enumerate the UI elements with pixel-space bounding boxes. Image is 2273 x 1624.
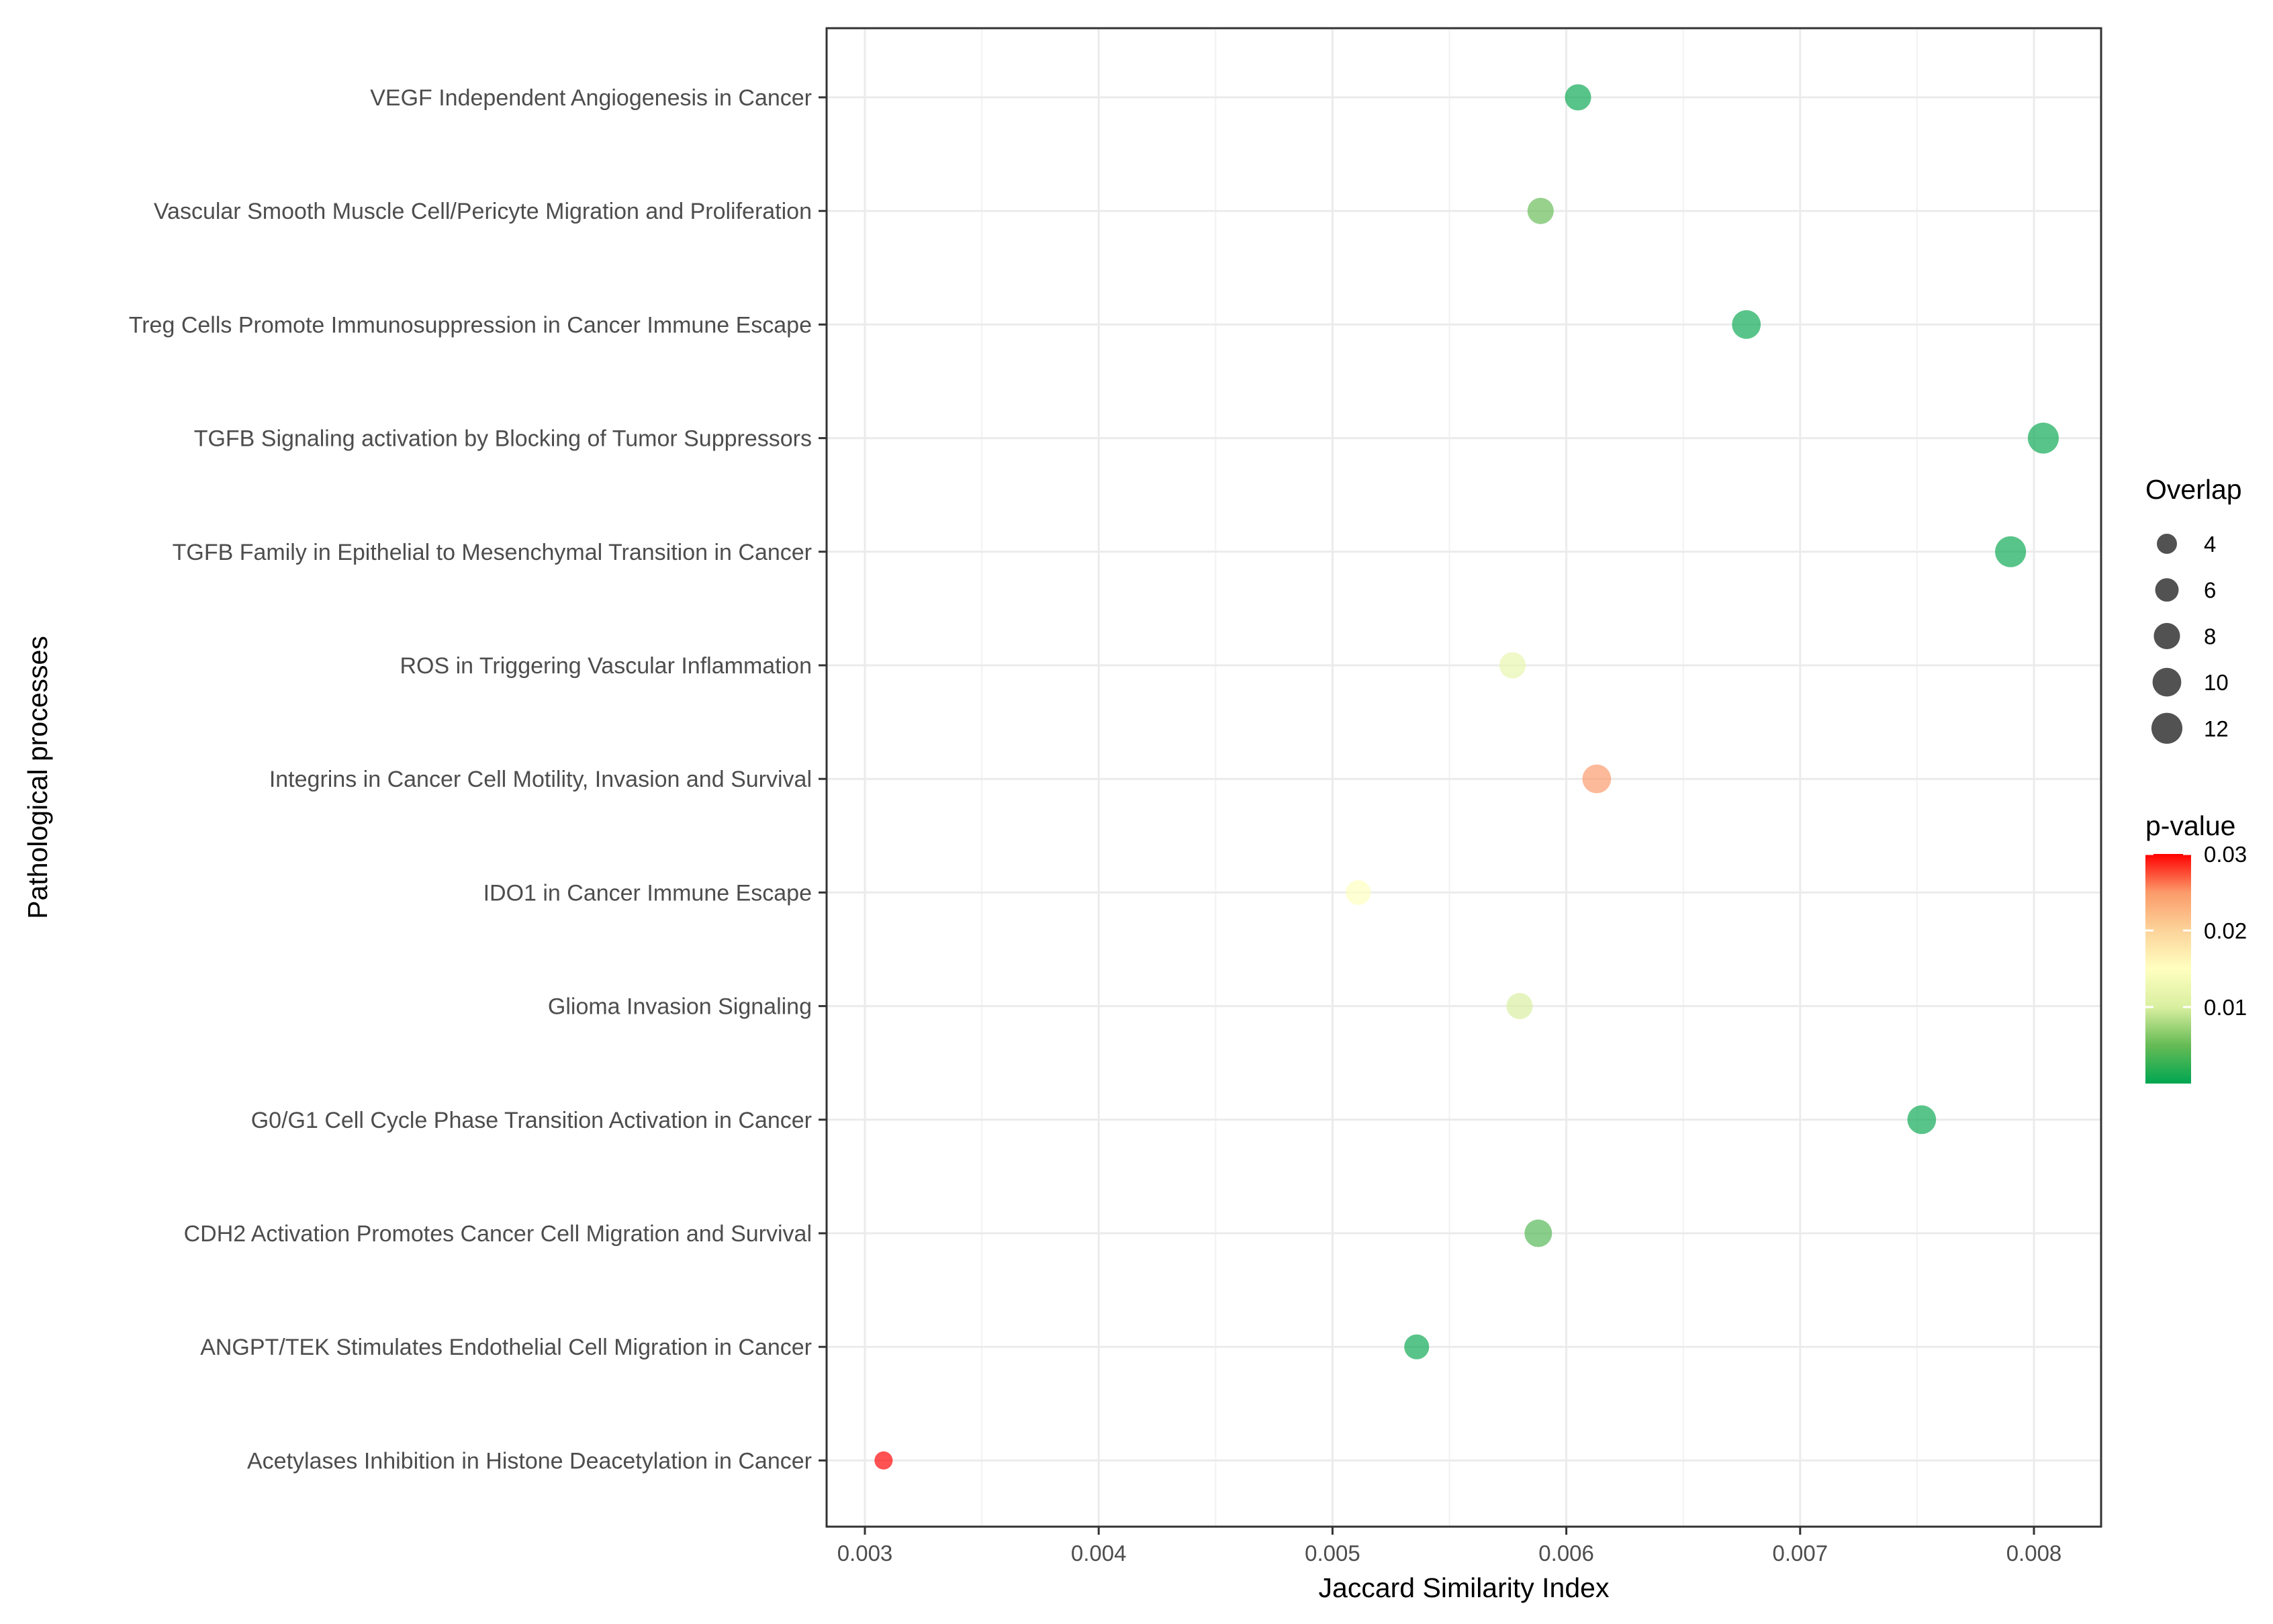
x-tick-label: 0.005 [1305,1541,1360,1566]
y-tick-label: ANGPT/TEK Stimulates Endothelial Cell Mi… [200,1335,812,1360]
x-tick-label: 0.003 [837,1541,893,1566]
color-bar [2145,854,2191,1084]
data-point [1582,764,1612,794]
data-point [1907,1105,1937,1135]
data-point [1732,310,1761,339]
size-legend-key [2155,578,2179,602]
y-axis-title: Pathological processes [22,636,53,919]
data-point [2027,422,2059,454]
size-legend-label: 8 [2204,624,2216,649]
y-tick-label: TGFB Signaling activation by Blocking of… [194,426,812,452]
data-point [1524,1219,1552,1247]
data-point [1527,197,1554,224]
data-point [1995,536,2027,567]
size-legend-key [2152,667,2182,697]
x-axis-title: Jaccard Similarity Index [1319,1572,1610,1603]
y-tick-label: G0/G1 Cell Cycle Phase Transition Activa… [251,1108,812,1133]
size-legend-label: 6 [2204,578,2216,603]
grid [827,28,2101,1527]
y-tick-label: Treg Cells Promote Immunosuppression in … [129,312,812,338]
size-legend-label: 4 [2204,532,2216,557]
y-tick-label: TGFB Family in Epithelial to Mesenchymal… [173,540,812,565]
color-bar-label: 0.03 [2204,842,2247,867]
data-points [874,84,2059,1470]
y-tick-label: Acetylases Inhibition in Histone Deacety… [247,1448,812,1474]
y-tick-label: Glioma Invasion Signaling [548,994,812,1020]
color-bar-label: 0.02 [2204,918,2247,943]
data-point [1499,652,1526,679]
color-legend: p-value 0.03 0.02 0.01 [2145,810,2247,1084]
y-tick-label: Vascular Smooth Muscle Cell/Pericyte Mig… [154,199,812,224]
y-tick-label: ROS in Triggering Vascular Inflammation [400,653,812,679]
color-bar-label: 0.01 [2204,995,2247,1020]
data-point [874,1451,893,1470]
y-tick-label: CDH2 Activation Promotes Cancer Cell Mig… [184,1221,812,1247]
x-tick-label: 0.007 [1773,1541,1828,1566]
size-legend-key [2151,712,2183,744]
data-point [1346,879,1371,905]
x-tick-label: 0.004 [1071,1541,1127,1566]
data-point [1506,993,1533,1020]
size-legend-title: Overlap [2145,474,2242,505]
size-legend-label: 12 [2204,716,2229,741]
panel-background [827,28,2101,1527]
x-axis: 0.003 0.004 0.005 0.006 0.007 0.008 [837,1527,2062,1566]
data-point [1565,84,1591,111]
size-legend-key [2153,622,2180,649]
size-legend-key [2157,534,2177,554]
size-legend-label: 10 [2204,670,2229,695]
y-tick-label: IDO1 in Cancer Immune Escape [483,880,812,906]
color-legend-title: p-value [2145,810,2235,841]
panel-border [825,27,2102,1528]
size-legend: Overlap 4 6 8 10 12 [2145,474,2242,744]
y-tick-label: VEGF Independent Angiogenesis in Cancer [370,85,812,111]
y-axis: VEGF Independent Angiogenesis in Cancer V… [129,85,827,1474]
x-tick-label: 0.008 [2006,1541,2062,1566]
y-tick-label: Integrins in Cancer Cell Motility, Invas… [269,767,812,792]
x-tick-label: 0.006 [1538,1541,1594,1566]
data-point [1404,1334,1430,1359]
